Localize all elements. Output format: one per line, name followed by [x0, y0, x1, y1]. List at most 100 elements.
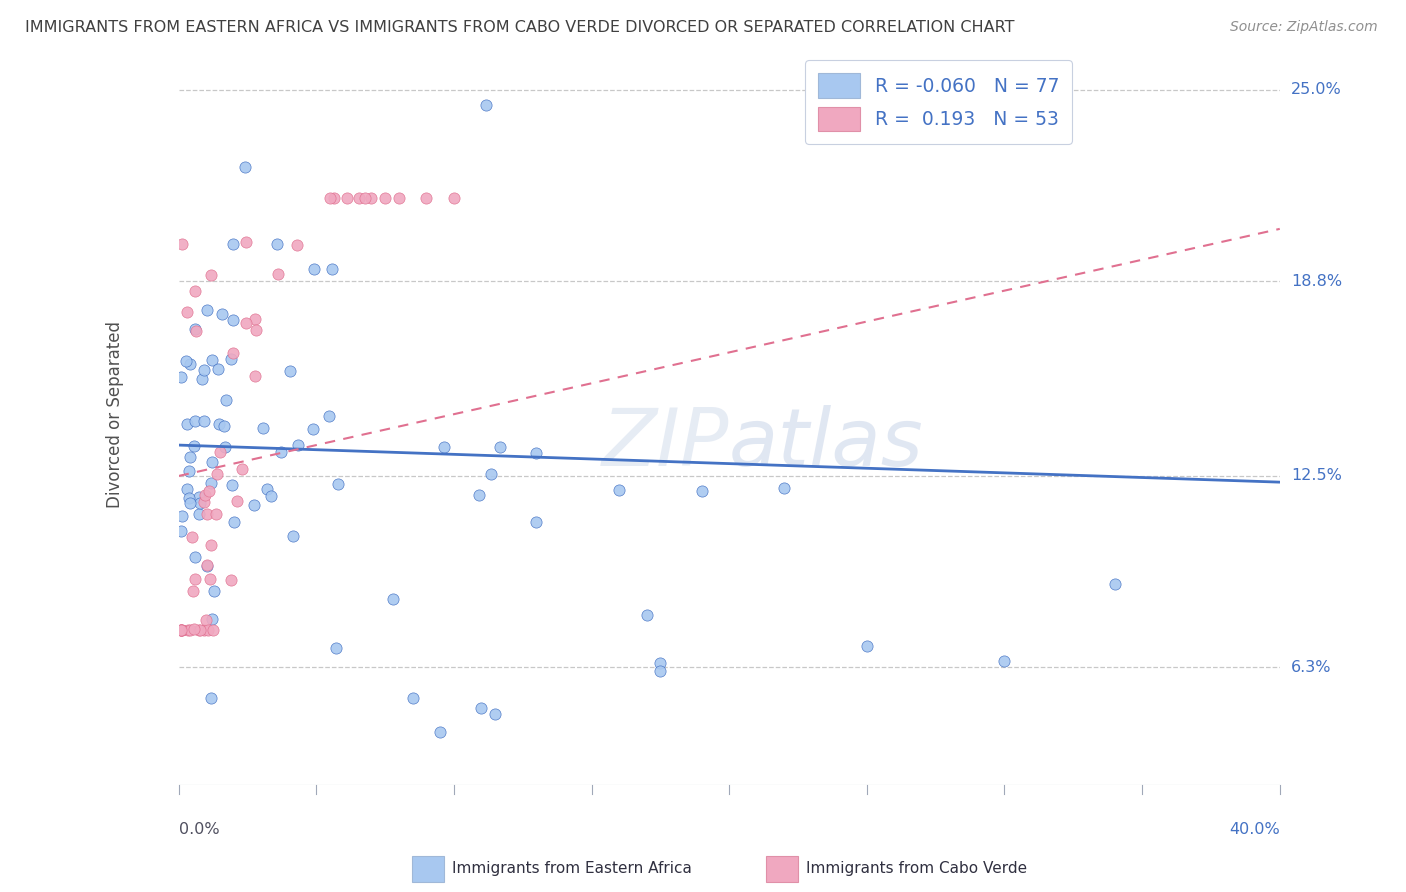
- Point: [319, 191, 342, 205]
- Point: [170, 237, 193, 252]
- Point: [195, 303, 218, 318]
- Point: [222, 313, 245, 327]
- Point: [176, 417, 198, 431]
- Point: [475, 98, 498, 112]
- Point: [322, 191, 344, 205]
- Point: [198, 572, 221, 586]
- Point: [235, 316, 257, 330]
- Point: [188, 624, 211, 638]
- Point: [179, 496, 201, 510]
- Point: [467, 488, 489, 502]
- Text: IMMIGRANTS FROM EASTERN AFRICA VS IMMIGRANTS FROM CABO VERDE DIVORCED OR SEPARAT: IMMIGRANTS FROM EASTERN AFRICA VS IMMIGR…: [25, 20, 1015, 35]
- Point: [209, 445, 232, 459]
- Point: [170, 624, 193, 638]
- Point: [690, 483, 713, 498]
- Point: [215, 392, 238, 407]
- Point: [321, 262, 343, 277]
- Point: [481, 467, 503, 481]
- Point: [222, 346, 245, 360]
- Point: [183, 623, 205, 637]
- Point: [235, 235, 257, 250]
- Point: [197, 558, 219, 573]
- Point: [205, 467, 228, 481]
- Point: [256, 483, 278, 497]
- Point: [170, 370, 193, 384]
- Point: [650, 664, 672, 678]
- Text: atlas: atlas: [730, 405, 924, 483]
- Point: [179, 357, 201, 371]
- Point: [773, 481, 796, 495]
- Point: [208, 417, 231, 431]
- Point: [197, 624, 219, 638]
- Point: [184, 324, 207, 338]
- Point: [360, 191, 382, 205]
- Point: [181, 584, 204, 599]
- Point: [283, 529, 305, 543]
- Point: [328, 477, 350, 491]
- Text: 25.0%: 25.0%: [1291, 82, 1341, 97]
- Point: [526, 446, 548, 460]
- Point: [285, 237, 308, 252]
- Point: [226, 494, 249, 508]
- Point: [636, 607, 658, 622]
- Point: [170, 624, 193, 638]
- Point: [193, 495, 215, 509]
- Legend: R = -0.060   N = 77, R =  0.193   N = 53: R = -0.060 N = 77, R = 0.193 N = 53: [806, 61, 1073, 145]
- Point: [200, 612, 222, 626]
- Point: [191, 372, 214, 386]
- Point: [205, 508, 228, 522]
- Point: [177, 491, 200, 506]
- Text: 0.0%: 0.0%: [179, 822, 219, 837]
- Text: Divorced or Separated: Divorced or Separated: [105, 321, 124, 508]
- Text: Immigrants from Cabo Verde: Immigrants from Cabo Verde: [806, 861, 1026, 876]
- Point: [221, 478, 243, 492]
- Point: [183, 439, 205, 453]
- Point: [200, 476, 222, 491]
- Point: [170, 524, 193, 538]
- Point: [214, 440, 236, 454]
- Point: [194, 488, 217, 502]
- Point: [183, 321, 205, 335]
- Point: [252, 421, 274, 435]
- Point: [302, 422, 325, 436]
- Text: 18.8%: 18.8%: [1291, 274, 1341, 289]
- Point: [243, 498, 266, 512]
- Point: [374, 191, 396, 205]
- Point: [484, 706, 506, 721]
- Point: [318, 409, 340, 423]
- Point: [188, 495, 211, 509]
- Point: [219, 574, 242, 588]
- Point: [856, 639, 879, 653]
- Point: [266, 268, 288, 282]
- Point: [193, 624, 215, 638]
- Point: [188, 624, 211, 638]
- Point: [222, 515, 245, 529]
- Point: [235, 160, 257, 174]
- Point: [195, 558, 218, 573]
- Point: [195, 508, 218, 522]
- Point: [433, 440, 456, 454]
- Point: [287, 438, 309, 452]
- Point: [179, 623, 201, 637]
- Point: [993, 654, 1015, 668]
- Point: [381, 591, 404, 606]
- Point: [219, 351, 242, 366]
- Point: [201, 352, 224, 367]
- Point: [207, 362, 229, 376]
- Point: [184, 549, 207, 564]
- Point: [188, 490, 211, 504]
- Point: [302, 262, 325, 277]
- Point: [231, 462, 253, 476]
- Point: [335, 191, 357, 205]
- Point: [201, 455, 224, 469]
- Point: [177, 624, 200, 638]
- Point: [243, 311, 266, 326]
- Point: [170, 509, 193, 524]
- Point: [170, 624, 193, 638]
- Point: [184, 572, 207, 586]
- Point: [193, 363, 215, 377]
- Point: [202, 584, 225, 599]
- Point: [260, 489, 283, 503]
- Point: [202, 624, 225, 638]
- Point: [526, 516, 548, 530]
